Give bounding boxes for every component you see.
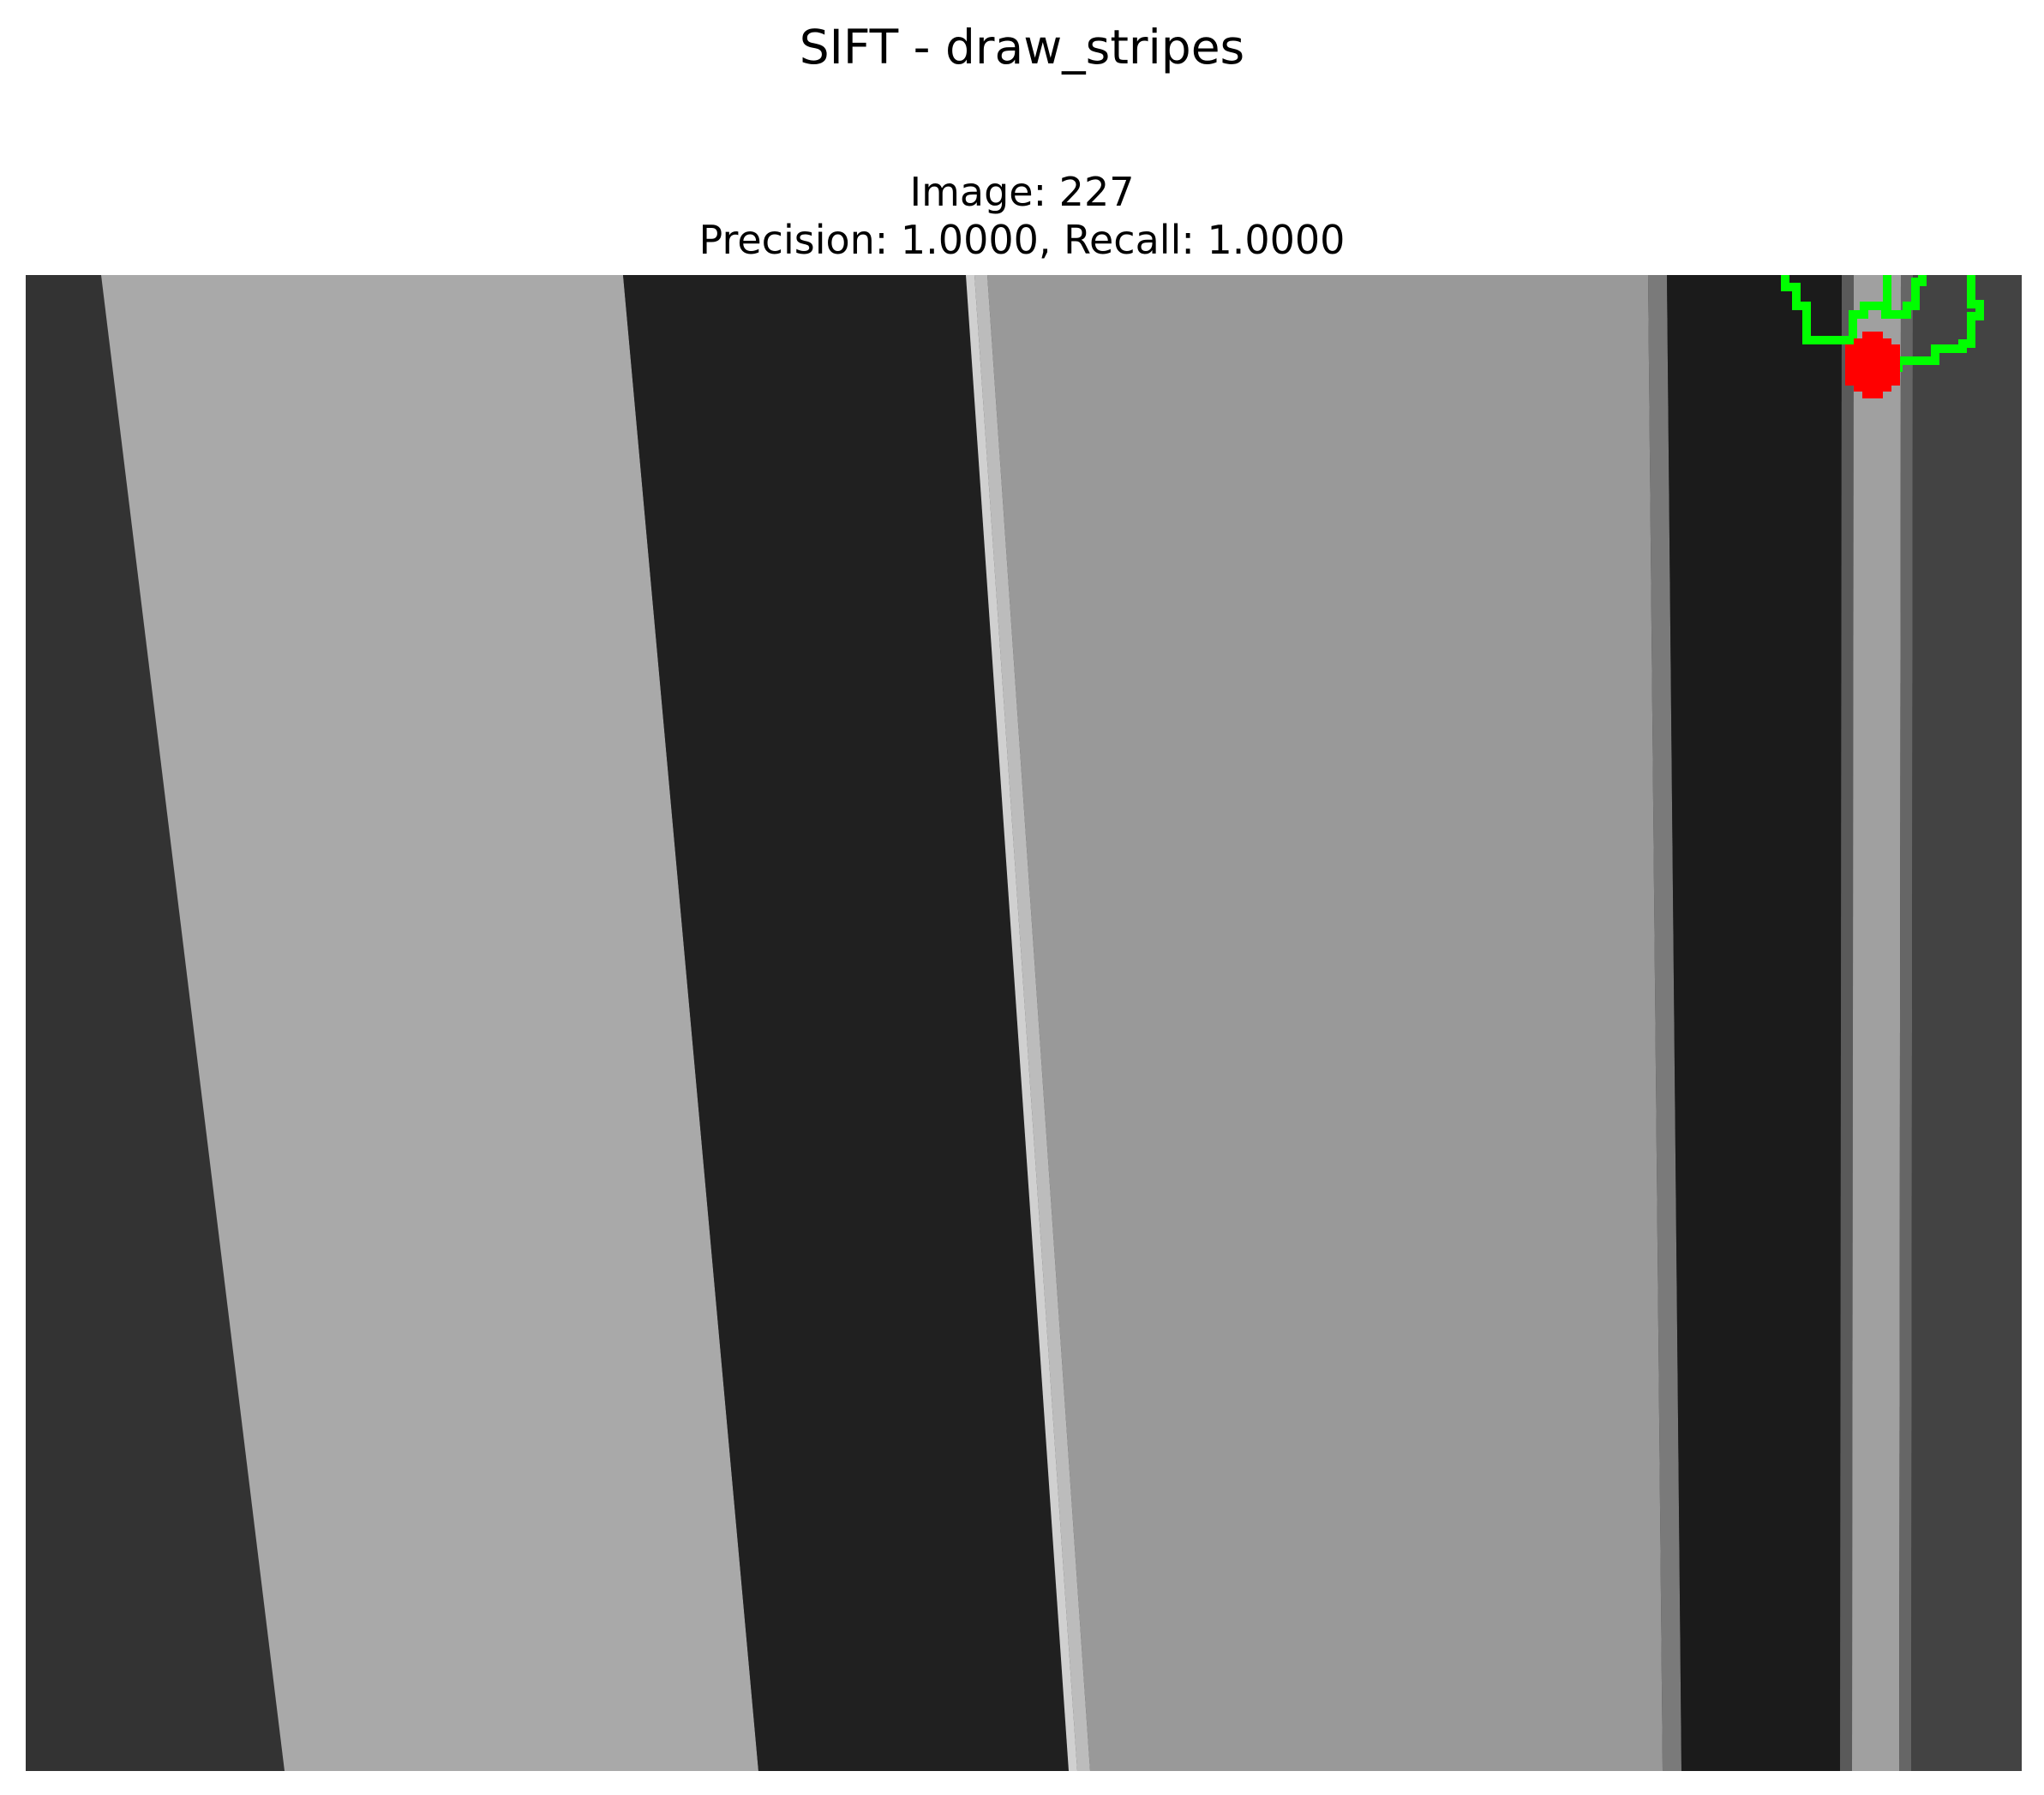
black-stripe-2 xyxy=(1667,275,1842,1771)
light-stripe-2 xyxy=(1852,275,1901,1771)
ground-truth-outline-mid xyxy=(1881,275,1927,319)
ground-truth-outline-left xyxy=(1781,275,1891,344)
highlight-line-edge xyxy=(974,275,1090,1771)
stripe-image xyxy=(26,275,2022,1771)
detection-keypoint xyxy=(1845,332,1900,398)
stripe-edge-3 xyxy=(1899,275,1913,1771)
detection-cross-body xyxy=(1854,338,1891,392)
mid-stripe-1 xyxy=(987,275,1663,1771)
stripe-image-canvas xyxy=(26,275,2022,1771)
highlight-line xyxy=(966,275,1077,1771)
mid-stripe-edge xyxy=(1648,275,1681,1771)
stripe-edge-2 xyxy=(1840,275,1854,1771)
light-stripe-1 xyxy=(101,275,758,1771)
precision-recall-label: Precision: 1.0000, Recall: 1.0000 xyxy=(698,217,1346,263)
dark-stripe-right xyxy=(1911,275,2022,1771)
image-id-label: Image: 227 xyxy=(909,169,1135,215)
black-stripe-1 xyxy=(623,275,1069,1771)
figure-title: SIFT - draw_stripes xyxy=(799,20,1245,75)
